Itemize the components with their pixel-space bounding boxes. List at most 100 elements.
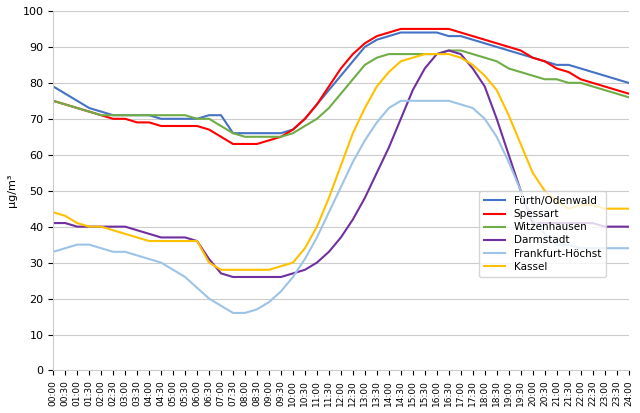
Fürth/Odenwald <box>97 109 105 114</box>
Witzenhausen <box>122 113 129 118</box>
Witzenhausen <box>493 59 500 64</box>
Spessart <box>612 88 620 93</box>
Darmstadt <box>553 221 561 225</box>
Darmstadt <box>433 52 440 57</box>
Frankfurt-Höchst <box>517 188 525 193</box>
Darmstadt <box>205 256 213 261</box>
Spessart <box>169 123 177 128</box>
Witzenhausen <box>49 98 57 103</box>
Spessart <box>122 116 129 121</box>
Darmstadt <box>49 221 57 225</box>
Darmstadt <box>385 145 393 150</box>
Witzenhausen <box>337 91 345 96</box>
Fürth/Odenwald <box>145 113 153 118</box>
Line: Kassel: Kassel <box>53 54 628 270</box>
Spessart <box>49 98 57 103</box>
Kassel <box>481 73 488 78</box>
Spessart <box>445 26 452 31</box>
Fürth/Odenwald <box>217 113 225 118</box>
Frankfurt-Höchst <box>122 249 129 254</box>
Darmstadt <box>241 275 249 280</box>
Witzenhausen <box>541 77 548 82</box>
Kassel <box>241 267 249 272</box>
Spessart <box>74 106 81 111</box>
Darmstadt <box>229 275 237 280</box>
Darmstadt <box>625 224 632 229</box>
Witzenhausen <box>109 113 117 118</box>
Frankfurt-Höchst <box>541 231 548 236</box>
Fürth/Odenwald <box>553 62 561 67</box>
Witzenhausen <box>457 48 465 53</box>
Kassel <box>181 239 189 244</box>
Darmstadt <box>97 224 105 229</box>
Darmstadt <box>457 52 465 57</box>
Kassel <box>517 142 525 147</box>
Fürth/Odenwald <box>517 52 525 57</box>
Frankfurt-Höchst <box>277 289 285 294</box>
Fürth/Odenwald <box>505 48 513 53</box>
Frankfurt-Höchst <box>61 246 69 251</box>
Spessart <box>409 26 417 31</box>
Frankfurt-Höchst <box>589 246 596 251</box>
Spessart <box>517 48 525 53</box>
Darmstadt <box>157 235 165 240</box>
Frankfurt-Höchst <box>253 307 261 312</box>
Spessart <box>313 102 321 107</box>
Darmstadt <box>517 188 525 193</box>
Witzenhausen <box>409 52 417 57</box>
Fürth/Odenwald <box>625 81 632 85</box>
Fürth/Odenwald <box>122 113 129 118</box>
Fürth/Odenwald <box>409 30 417 35</box>
Kassel <box>373 84 381 89</box>
Fürth/Odenwald <box>433 30 440 35</box>
Spessart <box>301 116 308 121</box>
Fürth/Odenwald <box>241 131 249 135</box>
Kassel <box>601 206 609 211</box>
Frankfurt-Höchst <box>325 210 333 215</box>
Fürth/Odenwald <box>529 55 536 60</box>
Frankfurt-Höchst <box>217 303 225 308</box>
Frankfurt-Höchst <box>109 249 117 254</box>
Kassel <box>145 239 153 244</box>
Witzenhausen <box>301 123 308 128</box>
Witzenhausen <box>277 134 285 139</box>
Frankfurt-Höchst <box>433 98 440 103</box>
Darmstadt <box>74 224 81 229</box>
Spessart <box>325 84 333 89</box>
Kassel <box>445 52 452 57</box>
Witzenhausen <box>289 131 297 135</box>
Spessart <box>193 123 201 128</box>
Spessart <box>505 45 513 50</box>
Kassel <box>157 239 165 244</box>
Line: Spessart: Spessart <box>53 29 628 144</box>
Spessart <box>289 127 297 132</box>
Kassel <box>133 235 141 240</box>
Darmstadt <box>325 249 333 254</box>
Spessart <box>361 41 369 46</box>
Fürth/Odenwald <box>169 116 177 121</box>
Kassel <box>385 69 393 74</box>
Line: Witzenhausen: Witzenhausen <box>53 50 628 137</box>
Darmstadt <box>349 217 356 222</box>
Witzenhausen <box>445 48 452 53</box>
Witzenhausen <box>577 81 584 85</box>
Witzenhausen <box>373 55 381 60</box>
Fürth/Odenwald <box>361 45 369 50</box>
Witzenhausen <box>349 77 356 82</box>
Kassel <box>541 188 548 193</box>
Darmstadt <box>61 221 69 225</box>
Spessart <box>553 66 561 71</box>
Spessart <box>564 69 572 74</box>
Fürth/Odenwald <box>421 30 429 35</box>
Witzenhausen <box>181 113 189 118</box>
Darmstadt <box>85 224 93 229</box>
Darmstadt <box>122 224 129 229</box>
Frankfurt-Höchst <box>493 134 500 139</box>
Fürth/Odenwald <box>253 131 261 135</box>
Darmstadt <box>541 221 548 225</box>
Darmstadt <box>277 275 285 280</box>
Witzenhausen <box>397 52 404 57</box>
Witzenhausen <box>481 55 488 60</box>
Witzenhausen <box>589 84 596 89</box>
Spessart <box>229 142 237 147</box>
